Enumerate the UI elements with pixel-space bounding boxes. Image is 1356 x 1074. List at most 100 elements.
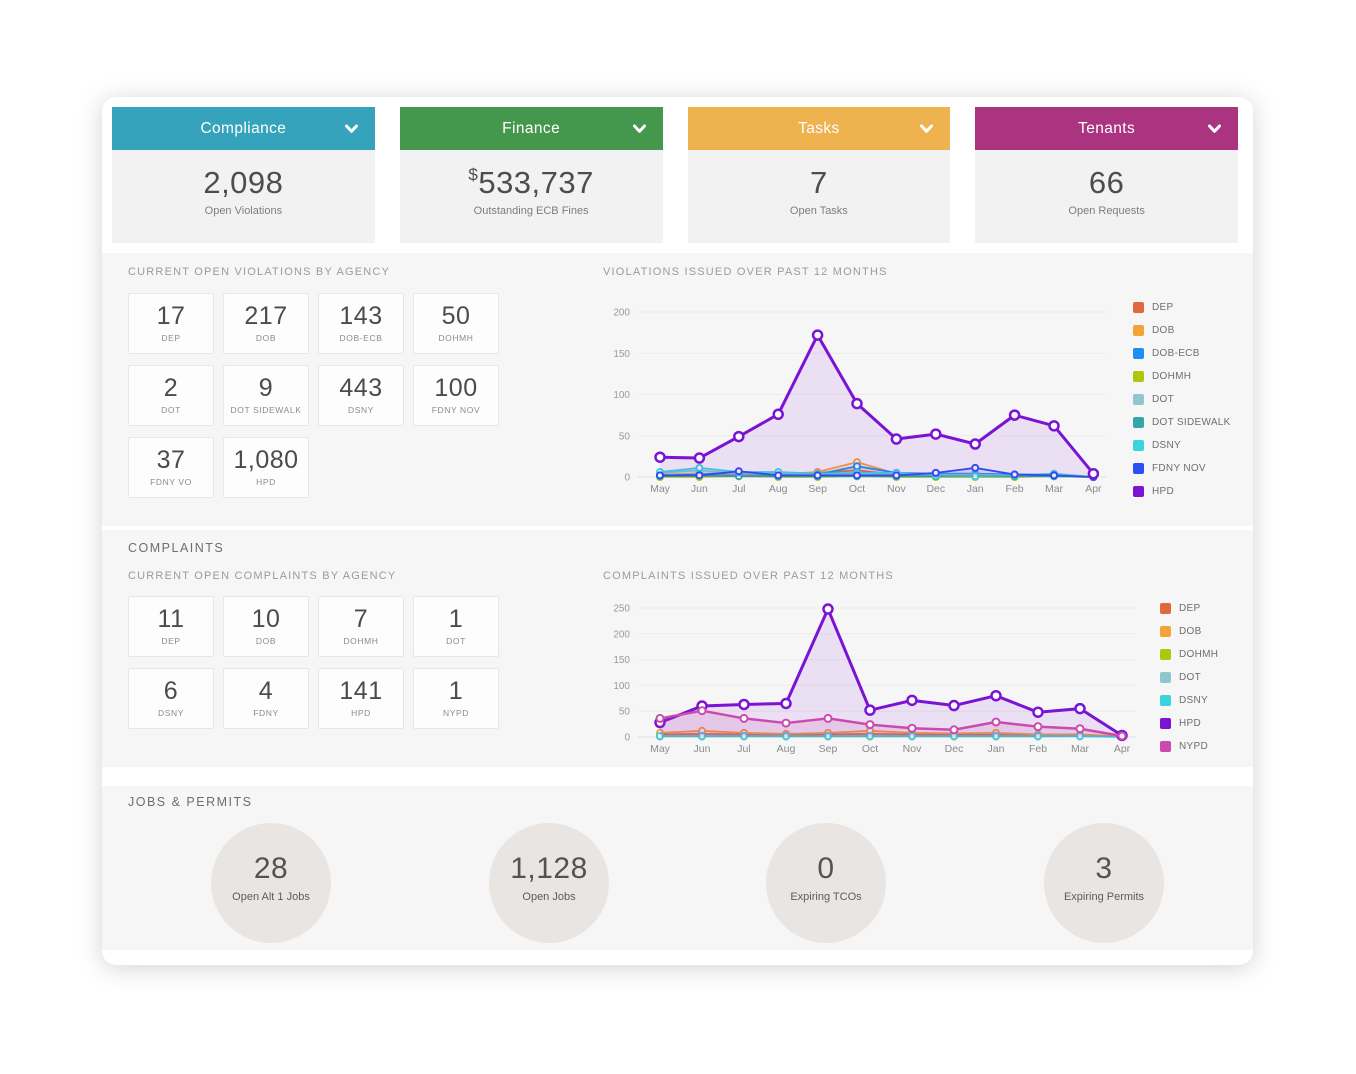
stat-value: 50 [441, 302, 471, 330]
svg-text:150: 150 [613, 655, 630, 666]
stat-value: 217 [244, 302, 288, 330]
stat-label: FDNY [253, 708, 279, 718]
stat-value: 37 [156, 446, 186, 474]
summary-card-label: Outstanding ECB Fines [473, 205, 589, 217]
chart-x-axis: May Jun Jul Aug Sep Oct Nov Dec Jan Feb Mar Apr [650, 477, 1102, 495]
complaints-stat-grid: 11 DEP 10 DOB 7 DOHMH 1 DOT 6 DSNY 4 FDNY 141 HPD 1 NYP… [128, 596, 499, 729]
chevron-down-icon[interactable] [1208, 124, 1221, 133]
summary-card-tasks: Tasks 7 Open Tasks [687, 107, 951, 243]
stat-label: DOHMH [343, 636, 379, 646]
legend-label: DSNY [1179, 695, 1208, 706]
violations-stat-dohmh: 50 DOHMH [413, 293, 499, 354]
chevron-down-icon[interactable] [344, 124, 358, 133]
complaints-section-title: CURRENT OPEN COMPLAINTS BY AGENCY [128, 570, 397, 582]
kpi-label: Open Jobs [522, 891, 576, 903]
summary-card-value: $533,737 [468, 165, 594, 200]
svg-text:50: 50 [619, 431, 631, 442]
legend-label: DOHMH [1179, 649, 1219, 660]
complaints-chart-legend: DEP DOB DOHMH DOT DSNY HPD NYPD [1160, 603, 1218, 752]
svg-text:100: 100 [613, 390, 630, 401]
summary-cards-row: Compliance 2,098 Open Violations Finance $53… [112, 107, 1238, 243]
svg-text:Jun: Jun [691, 483, 708, 495]
summary-card-header-finance[interactable]: Finance [399, 107, 663, 150]
svg-text:0: 0 [624, 473, 630, 484]
svg-text:Oct: Oct [849, 483, 865, 495]
svg-text:100: 100 [613, 681, 630, 692]
svg-text:Apr: Apr [1085, 483, 1102, 495]
kpi-circle-expiring-permits: 3 Expiring Permits [1044, 823, 1164, 943]
legend-item-dsny: DSNY [1133, 440, 1231, 451]
summary-card-compliance: Compliance 2,098 Open Violations [112, 107, 375, 243]
svg-text:Nov: Nov [887, 483, 906, 495]
legend-item-dep: DEP [1133, 302, 1231, 313]
svg-text:200: 200 [613, 308, 630, 319]
legend-item-hpd: HPD [1160, 718, 1218, 729]
legend-swatch-dsny [1160, 695, 1171, 706]
legend-label: DEP [1179, 603, 1201, 614]
kpi-label: Expiring TCOs [790, 891, 862, 903]
stat-value: 2 [163, 374, 179, 402]
stat-label: HPD [351, 708, 371, 718]
stat-label: FDNY NOV [431, 405, 481, 415]
series-fdny-nov [656, 463, 1098, 481]
stat-value: 4 [258, 677, 274, 705]
stat-value: 6 [163, 677, 179, 705]
svg-text:Sep: Sep [819, 743, 838, 755]
legend-item-dot: DOT [1133, 394, 1231, 405]
summary-card-label: Open Requests [1068, 205, 1145, 217]
kpi-label: Expiring Permits [1063, 891, 1145, 903]
violations-stat-fdny-nov: 100 FDNY NOV [413, 365, 499, 426]
legend-label: HPD [1179, 718, 1202, 729]
stat-label: DOB [255, 333, 277, 343]
complaints-stat-fdny: 4 FDNY [223, 668, 309, 729]
kpi-label: Open Alt 1 Jobs [232, 891, 310, 903]
legend-label: DOB [1152, 325, 1175, 336]
violations-section-title: CURRENT OPEN VIOLATIONS BY AGENCY [128, 266, 391, 278]
summary-card-header-compliance[interactable]: Compliance [112, 107, 375, 150]
legend-swatch-dep [1160, 603, 1171, 614]
summary-card-label: Open Tasks [789, 205, 848, 217]
legend-item-dsny: DSNY [1160, 695, 1218, 706]
summary-card-title-label: Compliance [200, 119, 287, 137]
kpi-circle-expiring-tcos: 0 Expiring TCOs [766, 823, 886, 943]
violations-stat-dep: 17 DEP [128, 293, 214, 354]
legend-label: FDNY NOV [1152, 463, 1206, 474]
summary-card-header-tasks[interactable]: Tasks [687, 107, 951, 150]
stat-label: DOT [161, 405, 181, 415]
violations-chart-legend: DEP DOB DOB-ECB DOHMH DOT DOT SIDEWALK DSNY FDN… [1133, 302, 1231, 497]
complaints-stat-hpd: 141 HPD [318, 668, 404, 729]
stat-value: 443 [339, 374, 383, 402]
legend-swatch-fdny-nov [1133, 463, 1144, 474]
legend-item-dep: DEP [1160, 603, 1218, 614]
legend-item-dob: DOB [1133, 325, 1231, 336]
currency-symbol: $ [468, 165, 479, 184]
chevron-down-icon[interactable] [920, 124, 934, 133]
violations-stat-grid: 17 DEP 217 DOB 143 DOB-ECB 50 DOHMH 2 DOT 9 DOT SID… [128, 293, 499, 498]
stat-label: DEP [161, 636, 181, 646]
summary-card-body-tenants: 66 Open Requests [975, 150, 1238, 243]
stat-value: 1,080 [233, 446, 299, 474]
kpi-circle-open-alt-1-jobs: 28 Open Alt 1 Jobs [211, 823, 331, 943]
summary-card-label: Open Violations [204, 205, 283, 217]
legend-swatch-hpd [1133, 486, 1144, 497]
summary-card-title-label: Tenants [1078, 119, 1136, 137]
legend-label: NYPD [1179, 741, 1208, 752]
violations-stat-dot: 2 DOT [128, 365, 214, 426]
svg-text:200: 200 [613, 629, 630, 640]
kpi-value: 28 [253, 852, 289, 885]
summary-card-tenants: Tenants 66 Open Requests [975, 107, 1238, 243]
legend-item-hpd: HPD [1133, 486, 1231, 497]
svg-text:250: 250 [613, 604, 630, 615]
stat-label: DOT [446, 636, 466, 646]
summary-card-header-tenants[interactable]: Tenants [975, 107, 1238, 150]
summary-card-body-finance: $533,737 Outstanding ECB Fines [399, 150, 663, 243]
chevron-down-icon[interactable] [632, 124, 646, 133]
legend-label: HPD [1152, 486, 1175, 497]
summary-card-body-compliance: 2,098 Open Violations [112, 150, 375, 243]
series-dsny [656, 731, 1126, 741]
svg-text:50: 50 [619, 707, 631, 718]
legend-item-dob-ecb: DOB-ECB [1133, 348, 1231, 359]
complaints-stat-dot: 1 DOT [413, 596, 499, 657]
svg-text:Aug: Aug [777, 743, 796, 755]
stat-value: 10 [251, 605, 281, 633]
